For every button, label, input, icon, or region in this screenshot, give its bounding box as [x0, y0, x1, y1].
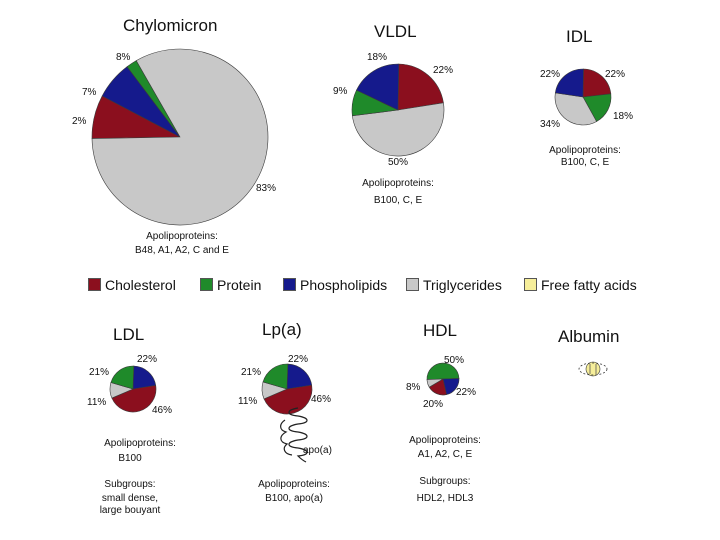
apo-value-vldl: B100, C, E: [373, 195, 423, 206]
subgroups-label-ldl: Subgroups:: [104, 479, 156, 490]
subgroups-value-ldl-1: small dense,: [101, 493, 159, 504]
data-label-hdl-triglycerides: 8%: [406, 382, 421, 393]
legend-label-protein: Protein: [217, 277, 262, 293]
legend-swatch-triglycerides: [406, 278, 419, 291]
chart-title-chylomicron: Chylomicron: [123, 16, 218, 35]
data-label-vldl-triglycerides: 50%: [388, 157, 409, 168]
pie-slice-vldl-phospholipids: [356, 63, 400, 111]
data-label-hdl-cholesterol: 20%: [423, 399, 444, 410]
pie-slice-idl-cholesterol: [582, 68, 612, 98]
pie-slice-hdl-triglycerides: [426, 378, 444, 388]
data-label-idl-cholesterol: 22%: [605, 69, 626, 80]
pie-slice-lpa-cholesterol: [263, 384, 313, 415]
chart-title-ldl: LDL: [113, 325, 145, 344]
apo-label-chylomicron: Apolipoproteins:: [146, 231, 218, 242]
subgroups-value-hdl: HDL2, HDL3: [416, 493, 474, 504]
data-label-ldl-cholesterol: 46%: [152, 405, 173, 416]
albumin-outline: [578, 362, 608, 376]
chart-title-hdl: HDL: [423, 321, 458, 340]
legend-label-phospholipids: Phospholipids: [300, 277, 388, 293]
apoa-label: apo(a): [303, 445, 332, 456]
apo-label-lpa: Apolipoproteins:: [258, 479, 330, 490]
legend-swatch-cholesterol: [88, 278, 101, 291]
data-label-chylomicron-protein: 2%: [72, 116, 87, 127]
apo-label-ldl: Apolipoproteins:: [104, 438, 176, 449]
chart-title-idl: IDL: [566, 27, 593, 46]
apo-label-vldl: Apolipoproteins:: [362, 178, 434, 189]
data-label-idl-protein: 18%: [613, 111, 634, 122]
data-label-lpa-triglycerides: 11%: [238, 396, 258, 407]
data-label-hdl-phospholipids: 22%: [456, 387, 477, 398]
apo-value-lpa: B100, apo(a): [265, 493, 323, 504]
pie-slice-idl-triglycerides: [554, 92, 597, 126]
legend-swatch-phospholipids: [283, 278, 296, 291]
legend-swatch-protein: [200, 278, 213, 291]
apo-label-idl: Apolipoproteins:: [549, 145, 621, 156]
pie-slice-chylomicron-triglycerides: [91, 48, 269, 226]
apo-value-chylomicron: B48, A1, A2, C and E: [135, 245, 229, 256]
apoa-kringle-icon: [288, 407, 308, 463]
data-label-hdl-protein: 50%: [444, 355, 465, 366]
chart-title-lpa: Lp(a): [262, 320, 302, 339]
pie-slice-idl-phospholipids: [554, 68, 584, 98]
data-label-ldl-phospholipids: 22%: [137, 354, 158, 365]
pie-slice-albumin-free-fatty-acids: [585, 361, 601, 377]
data-label-vldl-cholesterol: 22%: [433, 65, 454, 76]
data-label-lpa-phospholipids: 22%: [288, 354, 309, 365]
legend-label-triglycerides: Triglycerides: [423, 277, 502, 293]
legend-label-cholesterol: Cholesterol: [105, 277, 176, 293]
data-label-lpa-protein: 21%: [241, 367, 262, 378]
data-label-chylomicron-phospholipids: 7%: [82, 87, 97, 98]
subgroups-value-ldl-2: large bouyant: [99, 505, 161, 516]
pie-slice-hdl-protein: [426, 362, 460, 380]
apo-value-ldl: B100: [118, 453, 142, 464]
apo-label-hdl: Apolipoproteins:: [409, 435, 481, 446]
albumin-fatty-acid-marks: [589, 364, 597, 374]
apoa-kringle-icon-left: [280, 419, 293, 456]
pie-slice-ldl-cholesterol: [111, 385, 157, 413]
legend: Cholesterol Protein Phospholipids Trigly…: [88, 276, 658, 296]
legend-swatch-free-fatty-acids: [524, 278, 537, 291]
data-label-chylomicron-cholesterol: 8%: [116, 52, 131, 63]
data-label-ldl-triglycerides: 11%: [87, 397, 107, 408]
data-label-ldl-protein: 21%: [89, 367, 110, 378]
data-label-vldl-phospholipids: 18%: [367, 52, 388, 63]
pie-slice-ldl-phospholipids: [132, 365, 157, 390]
data-label-vldl-protein: 9%: [333, 86, 348, 97]
chart-title-vldl: VLDL: [374, 22, 417, 41]
pie-slice-vldl-triglycerides: [352, 102, 445, 157]
data-label-chylomicron-triglycerides: 83%: [256, 183, 277, 194]
apo-value-hdl: A1, A2, C, E: [417, 449, 473, 460]
subgroups-label-hdl: Subgroups:: [419, 476, 471, 487]
data-label-lpa-cholesterol: 46%: [311, 394, 332, 405]
legend-label-free-fatty-acids: Free fatty acids: [541, 277, 637, 293]
chart-title-albumin: Albumin: [558, 327, 620, 346]
pie-slice-lpa-protein: [262, 363, 289, 390]
pie-slice-vldl-cholesterol: [397, 63, 444, 111]
data-label-idl-phospholipids: 22%: [540, 69, 561, 80]
apo-value-idl: B100, C, E: [560, 157, 610, 168]
pie-slice-lpa-phospholipids: [286, 363, 313, 390]
data-label-idl-triglycerides: 34%: [540, 119, 561, 130]
pie-slice-ldl-protein: [110, 365, 135, 390]
